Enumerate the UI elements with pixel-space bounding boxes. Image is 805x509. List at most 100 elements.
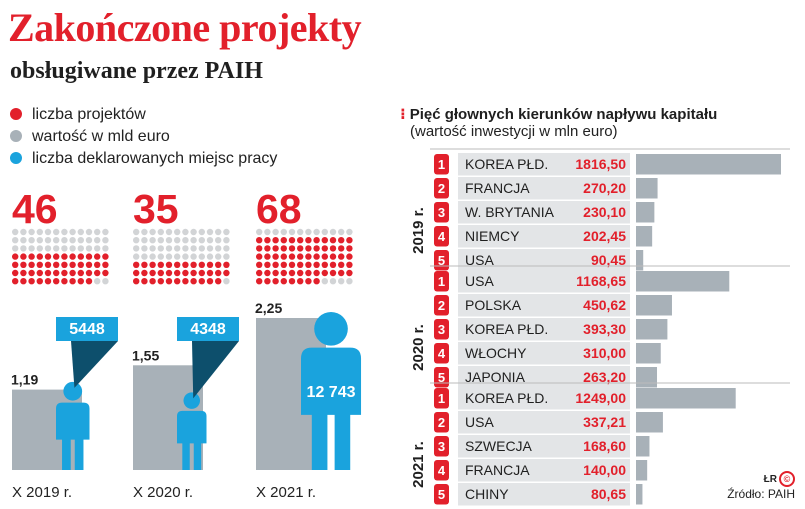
project-dot xyxy=(190,269,197,277)
rank-badge xyxy=(434,178,449,199)
project-dot xyxy=(256,237,263,244)
project-dot xyxy=(20,269,27,277)
project-dot xyxy=(94,269,101,277)
investment-bar xyxy=(636,484,643,505)
project-dot xyxy=(215,278,222,285)
project-dot xyxy=(329,237,337,244)
project-dot xyxy=(313,278,320,285)
empty-dot xyxy=(44,228,52,236)
empty-dot xyxy=(264,228,271,236)
project-dot xyxy=(28,269,35,277)
empty-dot xyxy=(157,237,164,244)
project-dot xyxy=(174,261,181,268)
empty-dot xyxy=(149,228,156,236)
project-dot xyxy=(346,237,353,244)
projects-count-label: 35 xyxy=(133,186,179,232)
empty-dot xyxy=(28,228,35,236)
empty-dot xyxy=(182,253,189,260)
project-dot xyxy=(149,269,156,277)
project-dot xyxy=(280,278,287,285)
project-dot xyxy=(321,237,328,244)
project-dot xyxy=(338,253,345,260)
project-dot xyxy=(12,253,19,260)
investment-bar xyxy=(636,319,668,340)
project-dot xyxy=(36,253,43,260)
project-dot xyxy=(102,253,109,260)
project-dot xyxy=(305,278,312,285)
publisher-logo: ŁR © xyxy=(727,471,795,487)
legend-dot-blue xyxy=(10,152,22,164)
rank-label: 2 xyxy=(438,298,445,313)
empty-dot xyxy=(141,253,148,260)
project-dot xyxy=(69,261,76,268)
empty-dot xyxy=(85,237,93,244)
empty-dot xyxy=(157,245,164,252)
empty-dot xyxy=(69,245,76,252)
project-dot xyxy=(44,278,52,285)
right-chart-subtitle: (wartość inwestycji w mln euro) xyxy=(410,123,618,140)
jobs-count-label: 4348 xyxy=(190,321,226,338)
empty-dot xyxy=(215,228,222,236)
project-dot xyxy=(44,261,52,268)
investment-bar xyxy=(636,388,736,409)
project-dot xyxy=(321,245,328,252)
project-dot xyxy=(272,253,279,260)
investment-bar xyxy=(636,295,672,316)
project-dot xyxy=(288,269,296,277)
rank-badge xyxy=(434,367,449,388)
empty-dot xyxy=(77,228,85,236)
project-dot xyxy=(12,269,19,277)
country-label: W. BRYTANIA xyxy=(465,204,555,220)
empty-dot xyxy=(141,237,148,244)
project-dot xyxy=(288,278,296,285)
worker-head xyxy=(183,392,201,409)
project-dot xyxy=(53,253,60,260)
empty-dot xyxy=(165,228,173,236)
empty-dot xyxy=(206,228,214,236)
empty-dot xyxy=(198,237,205,244)
empty-dot xyxy=(133,237,140,244)
project-dot xyxy=(256,261,263,268)
country-label: USA xyxy=(465,414,494,430)
empty-dot xyxy=(190,245,197,252)
projects-count-label: 68 xyxy=(256,186,302,232)
empty-dot xyxy=(94,228,101,236)
rank-label: 4 xyxy=(438,229,446,244)
empty-dot xyxy=(338,228,345,236)
project-dot xyxy=(53,278,60,285)
category-label: X 2019 r. xyxy=(12,484,72,501)
worker-head xyxy=(63,381,83,401)
project-dot xyxy=(297,253,304,260)
row-background xyxy=(458,387,630,410)
rank-label: 5 xyxy=(438,253,445,268)
project-dot xyxy=(149,278,156,285)
empty-dot xyxy=(12,228,19,236)
rank-badge xyxy=(434,154,449,175)
project-dot xyxy=(182,278,189,285)
project-dot xyxy=(329,261,337,268)
year-label-2020: 2020 r. xyxy=(409,324,427,371)
empty-dot xyxy=(190,237,197,244)
project-dot xyxy=(85,278,93,285)
investment-value-label: 1168,65 xyxy=(576,273,626,289)
project-dot xyxy=(174,269,181,277)
empty-dot xyxy=(36,237,43,244)
country-label: USA xyxy=(465,273,494,289)
project-dot xyxy=(53,269,60,277)
project-dot xyxy=(264,278,271,285)
project-dot xyxy=(264,253,271,260)
row-background xyxy=(458,270,630,293)
empty-dot xyxy=(329,228,337,236)
project-dot xyxy=(313,269,320,277)
project-dot xyxy=(272,237,279,244)
project-dot xyxy=(44,269,52,277)
legend-dot-gray xyxy=(10,130,22,142)
project-dot xyxy=(77,269,85,277)
empty-dot xyxy=(305,228,312,236)
projects-count-label: 46 xyxy=(12,186,58,232)
project-dot xyxy=(133,278,140,285)
empty-dot xyxy=(182,228,189,236)
project-dot xyxy=(297,269,304,277)
legend-label: wartość w mld euro xyxy=(32,128,170,145)
project-dot xyxy=(28,261,35,268)
